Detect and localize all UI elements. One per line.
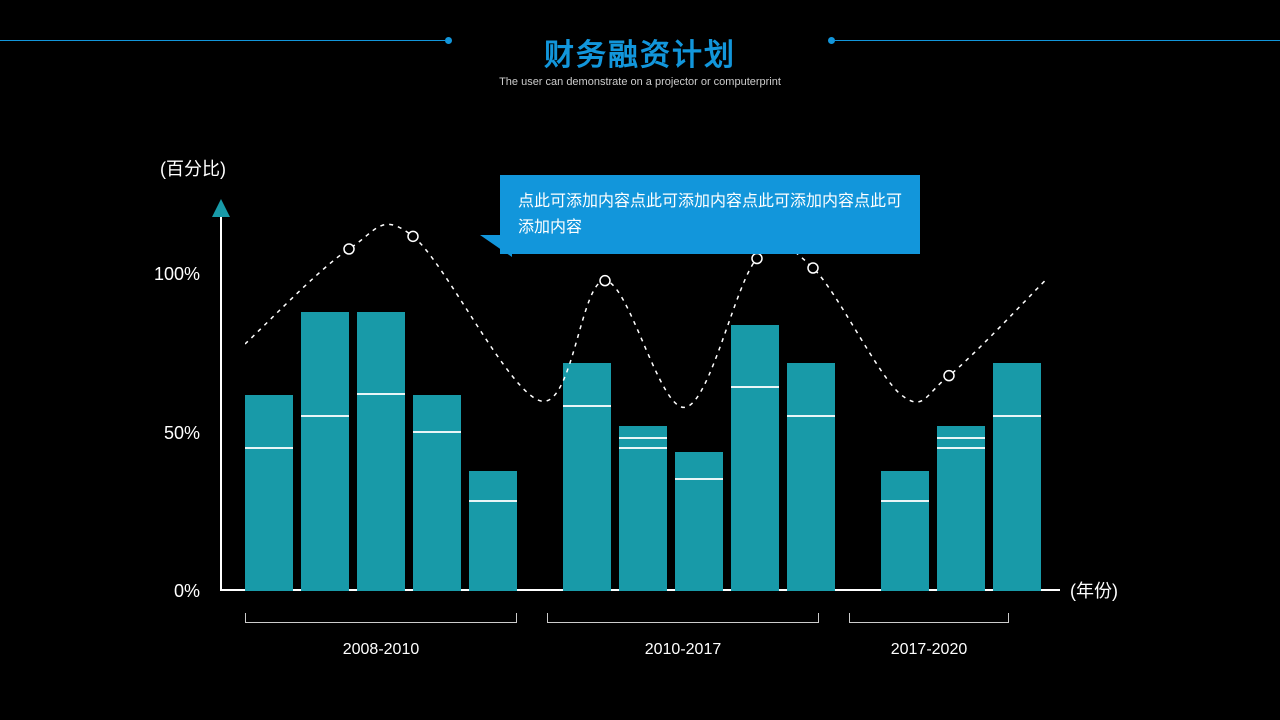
bar-group — [563, 325, 835, 591]
bar — [881, 471, 929, 591]
bar-segment-line — [937, 437, 985, 439]
bar — [675, 452, 723, 591]
group-label: 2008-2010 — [245, 641, 517, 659]
y-tick-label: 50% — [130, 423, 200, 444]
slide: 财务融资计划 The user can demonstrate on a pro… — [0, 0, 1280, 720]
bar-segment-line — [563, 405, 611, 407]
bar-segment-line — [469, 500, 517, 502]
bar — [413, 395, 461, 591]
bar — [301, 312, 349, 591]
page-subtitle: The user can demonstrate on a projector … — [0, 76, 1280, 88]
chart: (百分比) 100%50%0% (年份) 2008-20102010-20172… — [160, 155, 1140, 635]
page-title: 财务融资计划 — [0, 30, 1280, 74]
bar-segment-line — [787, 415, 835, 417]
bar — [731, 325, 779, 591]
group-label: 2017-2020 — [849, 641, 1009, 659]
bar-segment-line — [413, 431, 461, 433]
bar-segment-line — [245, 447, 293, 449]
bar-segment-line — [619, 447, 667, 449]
bar — [563, 363, 611, 591]
bar-segment-line — [937, 447, 985, 449]
bar — [357, 312, 405, 591]
x-axis-title: (年份) — [1070, 577, 1118, 603]
y-tick-label: 100% — [130, 264, 200, 285]
group-bracket — [547, 613, 819, 623]
y-axis — [220, 201, 222, 591]
callout-text: 点此可添加内容点此可添加内容点此可添加内容点此可添加内容 — [518, 193, 902, 236]
y-axis-title: (百分比) — [160, 155, 226, 181]
bar-group — [245, 312, 517, 591]
group-bracket — [245, 613, 517, 623]
header: 财务融资计划 The user can demonstrate on a pro… — [0, 30, 1280, 88]
y-tick-label: 0% — [130, 581, 200, 602]
bar-group — [881, 363, 1041, 591]
bar — [469, 471, 517, 591]
bar-segment-line — [357, 393, 405, 395]
bar-segment-line — [731, 386, 779, 388]
bar — [937, 426, 985, 591]
bar — [245, 395, 293, 591]
bar-segment-line — [301, 415, 349, 417]
bar-segment-line — [675, 478, 723, 480]
bar-segment-line — [881, 500, 929, 502]
bar-segment-line — [619, 437, 667, 439]
bar — [619, 426, 667, 591]
bar-segment-line — [993, 415, 1041, 417]
y-axis-arrow-icon — [212, 199, 230, 217]
bar — [787, 363, 835, 591]
callout-tail-icon — [480, 235, 512, 257]
group-label: 2010-2017 — [547, 641, 819, 659]
bar — [993, 363, 1041, 591]
callout-box[interactable]: 点此可添加内容点此可添加内容点此可添加内容点此可添加内容 — [500, 175, 920, 254]
group-bracket — [849, 613, 1009, 623]
